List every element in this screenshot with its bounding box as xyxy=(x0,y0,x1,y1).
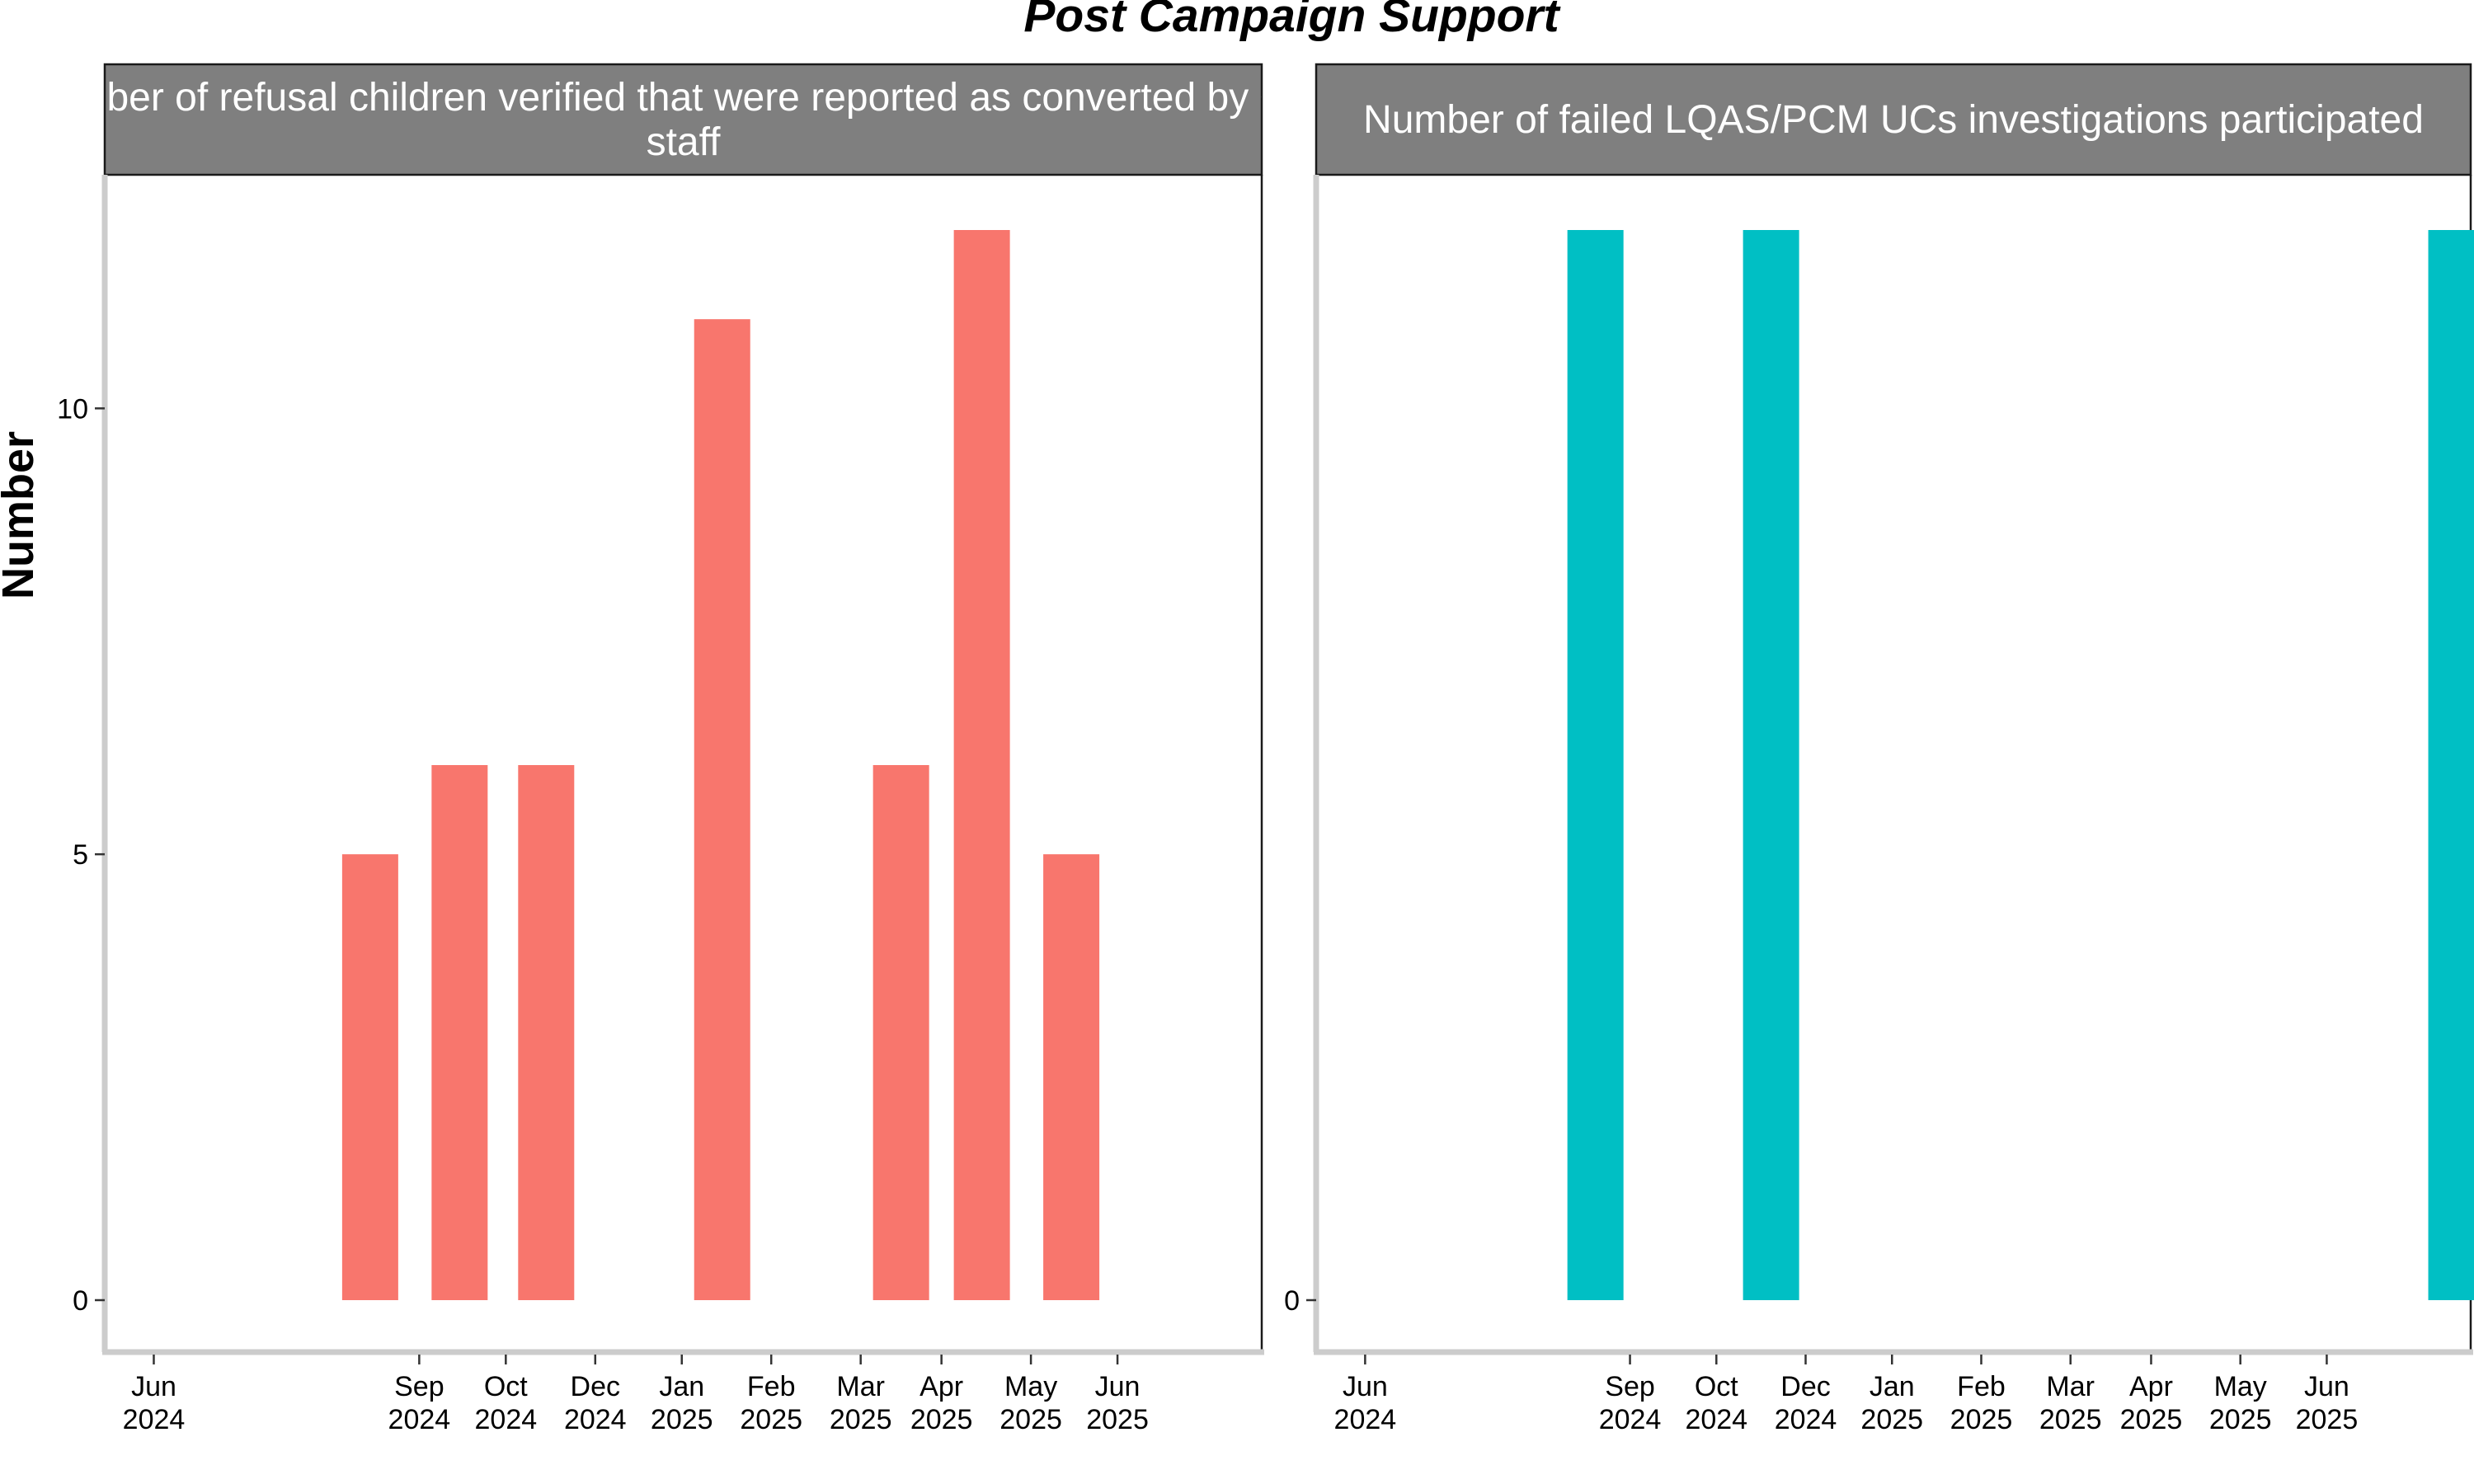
x-tick-label: May 2025 xyxy=(999,1371,1062,1435)
x-tick-label: Feb 2025 xyxy=(1950,1371,2013,1435)
bar xyxy=(694,319,750,1301)
x-tick-label: Feb 2025 xyxy=(740,1371,802,1435)
facet-strip-label: Number of failed LQAS/PCM UCs investigat… xyxy=(1363,98,2424,142)
y-axis-title: Number xyxy=(0,431,43,599)
facet-strip-label: Number of refusal children verified that… xyxy=(23,76,1343,164)
x-tick-label: Oct 2024 xyxy=(1685,1371,1747,1435)
x-tick-label: Jan 2025 xyxy=(651,1371,713,1435)
bar xyxy=(872,765,929,1300)
x-tick-label: Jun 2024 xyxy=(1334,1371,1397,1435)
facet-strip xyxy=(103,63,1263,176)
panel-2: Number of failed LQAS/PCM UCs investigat… xyxy=(1284,63,2474,1435)
x-tick-label: Mar 2025 xyxy=(2039,1371,2102,1435)
x-tick-label: Dec 2024 xyxy=(1775,1371,1837,1435)
bar xyxy=(341,854,398,1300)
bar xyxy=(1043,854,1100,1300)
x-tick-label: Sep 2024 xyxy=(388,1371,451,1435)
y-tick-label: 10 xyxy=(57,393,88,425)
bar xyxy=(431,765,488,1300)
x-tick-label: Sep 2024 xyxy=(1599,1371,1662,1435)
x-tick-label: Apr 2025 xyxy=(2120,1371,2183,1435)
chart-panels: Number of refusal children verified that… xyxy=(23,63,2474,1435)
x-tick-label: Jan 2025 xyxy=(1860,1371,1923,1435)
y-tick-label: 0 xyxy=(1284,1285,1300,1317)
x-tick-label: Oct 2024 xyxy=(475,1371,538,1435)
x-tick-label: May 2025 xyxy=(2209,1371,2272,1435)
x-tick-label: Jun 2025 xyxy=(2296,1371,2359,1435)
facet-strip xyxy=(1315,63,2472,176)
x-tick-label: Mar 2025 xyxy=(830,1371,892,1435)
x-tick-label: Apr 2025 xyxy=(910,1371,973,1435)
x-tick-label: Dec 2024 xyxy=(564,1371,627,1435)
bar xyxy=(518,765,575,1300)
y-tick-label: 0 xyxy=(73,1285,88,1317)
x-tick-label: Jun 2025 xyxy=(1086,1371,1149,1435)
panel-1: Number of refusal children verified that… xyxy=(23,63,1343,1435)
chart-title: Post Campaign Support xyxy=(1023,0,1560,42)
bar xyxy=(1567,230,1624,1300)
bar xyxy=(1743,230,1799,1300)
bar xyxy=(2428,230,2474,1300)
y-tick-label: 5 xyxy=(73,839,88,871)
bar xyxy=(953,230,1010,1300)
x-tick-label: Jun 2024 xyxy=(123,1371,186,1435)
